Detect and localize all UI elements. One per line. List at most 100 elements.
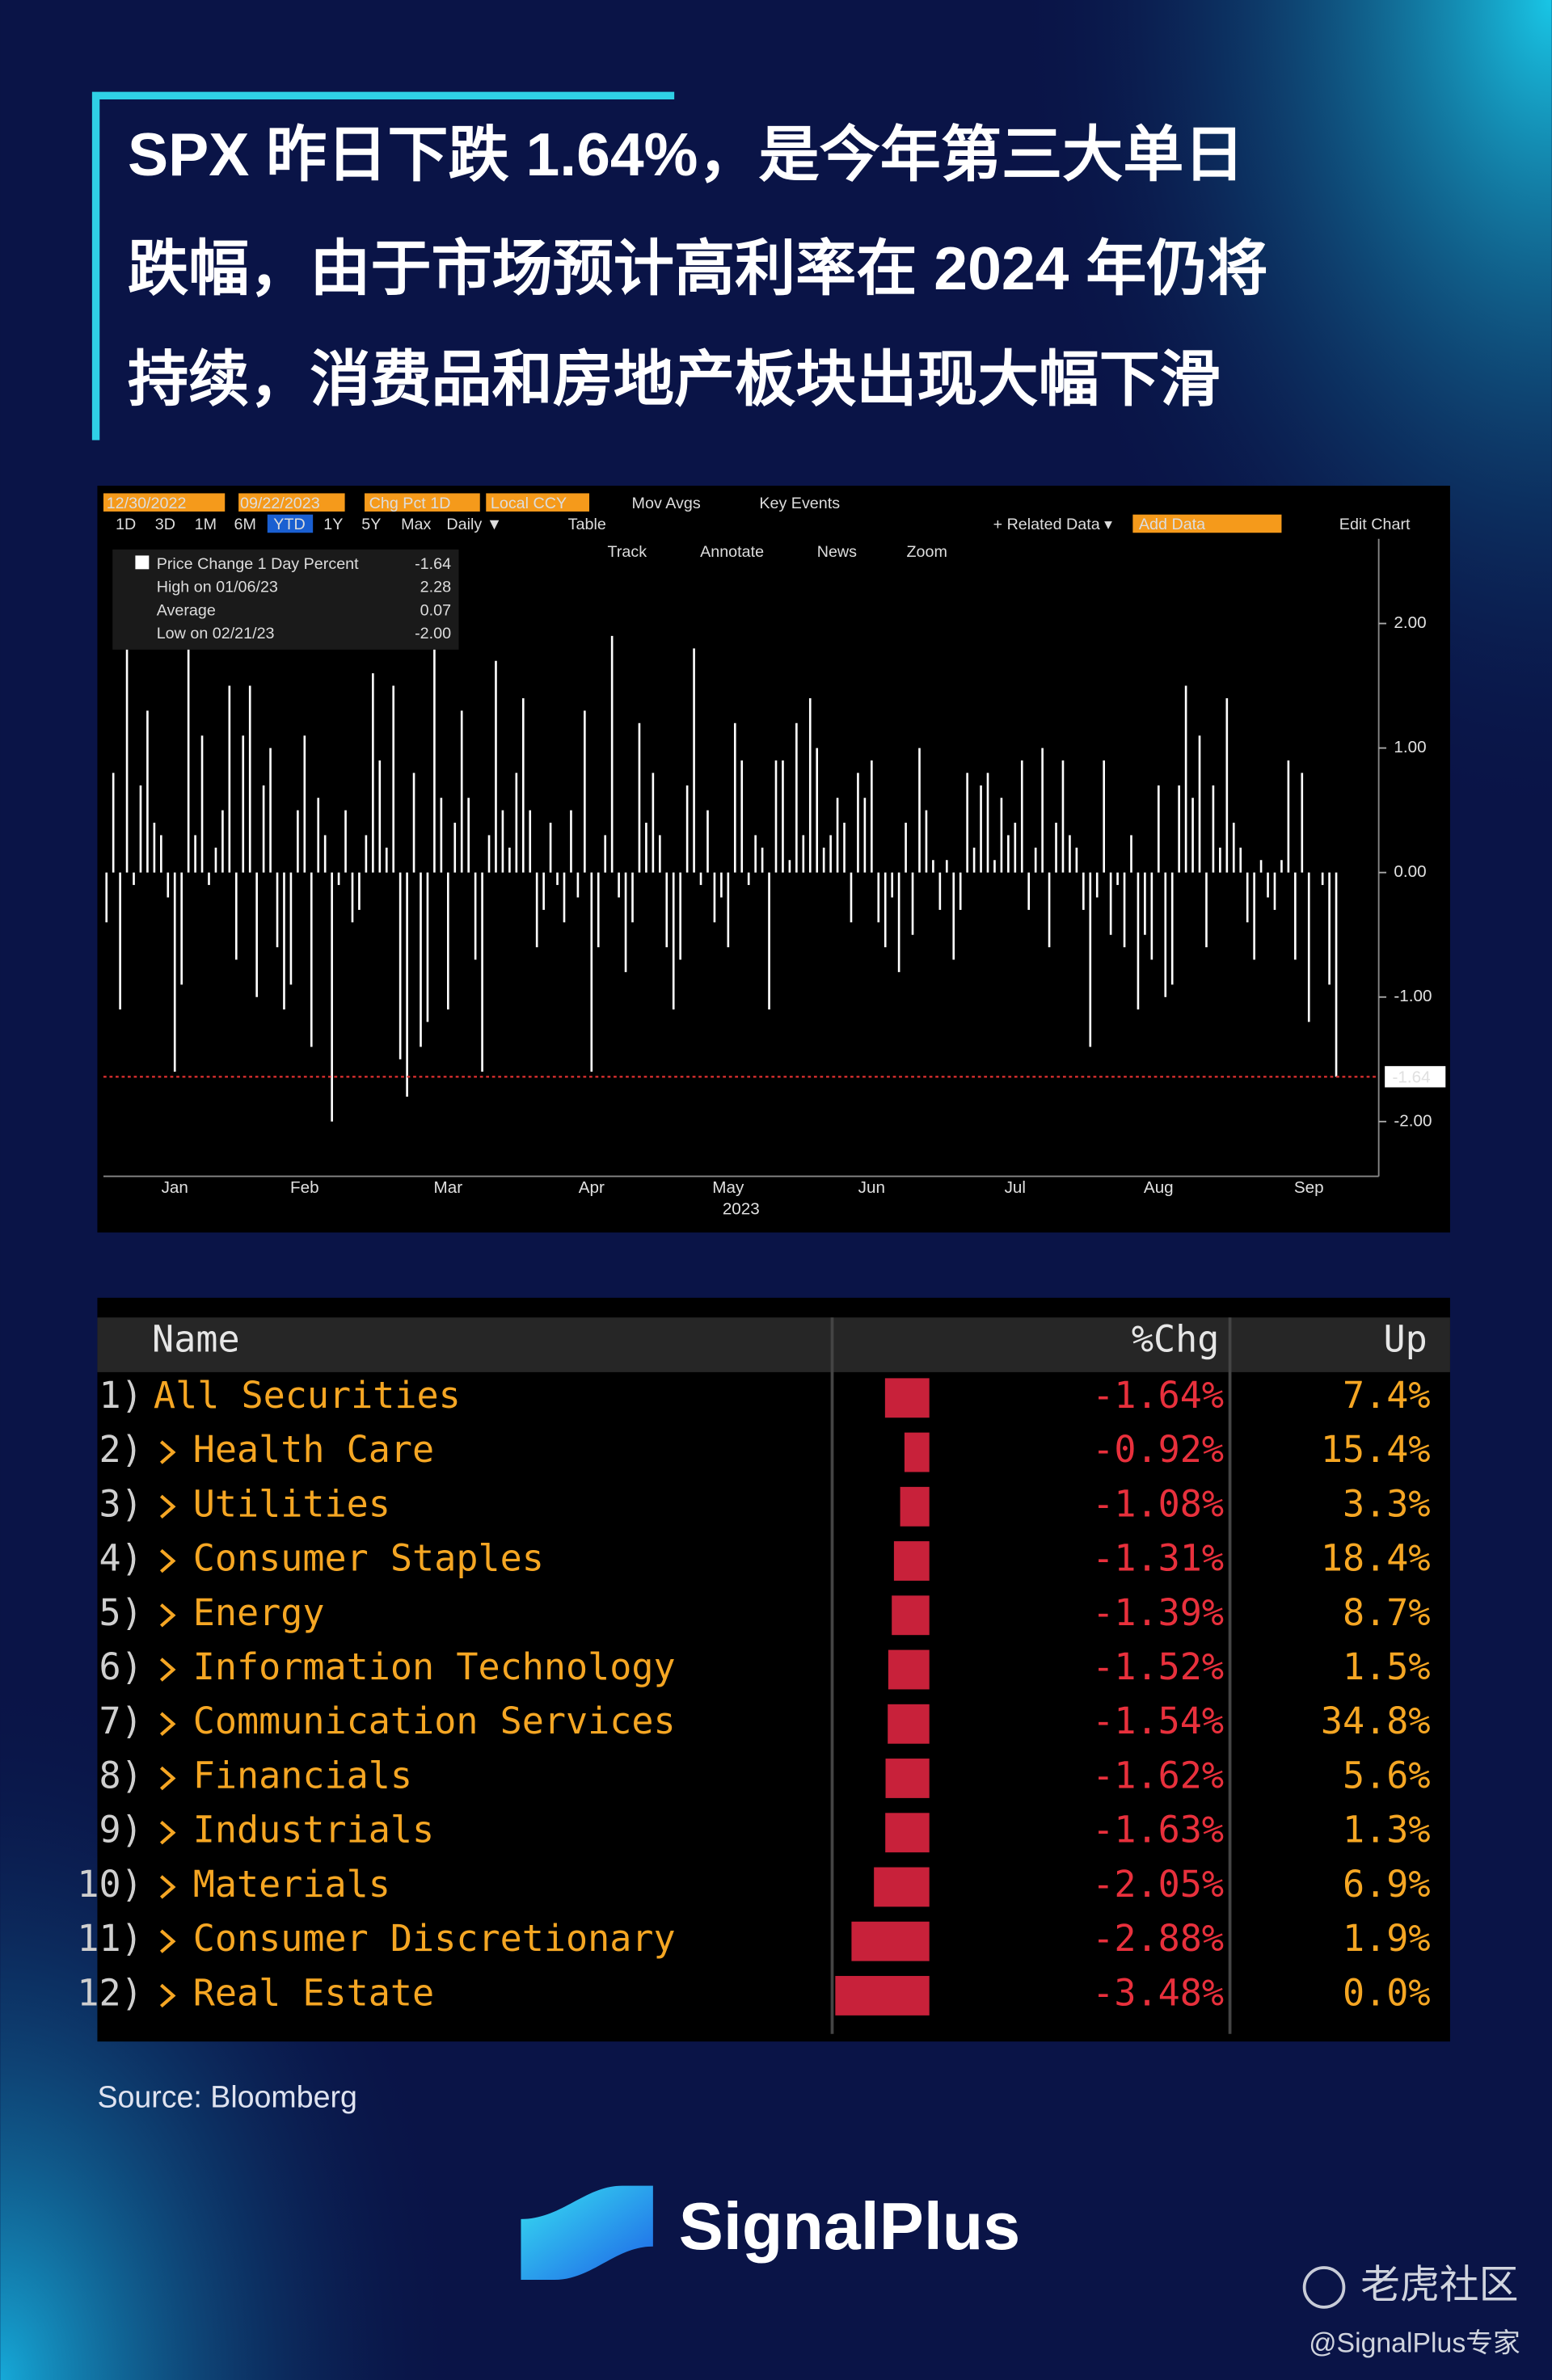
toolbar-label: Add Data — [1139, 516, 1205, 533]
row-change: -1.08% — [1092, 1482, 1224, 1525]
table-panel — [97, 1297, 1450, 2042]
row-index: 10) — [77, 1863, 142, 1906]
row-index: 1) — [99, 1374, 143, 1417]
change-bar — [885, 1813, 930, 1853]
toolbar-label: Edit Chart — [1339, 516, 1411, 533]
row-arrow — [159, 1603, 176, 1628]
row-up: 6.9% — [1343, 1863, 1431, 1906]
toolbar-label: Chg Pct 1D — [369, 495, 451, 512]
headline: SPX 昨日下跌 1.64%，是今年第三大单日 — [128, 120, 1244, 188]
row-up: 34.8% — [1321, 1700, 1431, 1742]
toolbar-label: 1M — [195, 516, 217, 533]
row-change: -2.88% — [1092, 1917, 1224, 1960]
row-change: -1.39% — [1092, 1591, 1224, 1634]
last-value-box — [1385, 1066, 1446, 1088]
toolbar-label: 6M — [234, 516, 255, 533]
y-tick-label: 0.00 — [1394, 862, 1426, 881]
toolbar-label: 5Y — [361, 516, 381, 533]
row-change: -1.64% — [1092, 1374, 1224, 1417]
row-up: 5.6% — [1343, 1754, 1431, 1797]
column-header: Name — [152, 1317, 240, 1360]
row-up: 7.4% — [1343, 1374, 1431, 1417]
row-up: 1.5% — [1343, 1645, 1431, 1688]
row-change: -1.31% — [1092, 1537, 1224, 1580]
toolbar-label: Daily ▼ — [446, 516, 502, 533]
logo — [521, 2185, 653, 2281]
change-bar — [885, 1759, 930, 1798]
toolbar-box — [238, 493, 345, 512]
row-name: Materials — [193, 1863, 390, 1906]
y-tick-label: 1.00 — [1394, 738, 1426, 756]
row-index: 11) — [77, 1917, 142, 1960]
toolbar-label: 12/30/2022 — [107, 495, 187, 512]
row-up: 1.3% — [1343, 1809, 1431, 1851]
headline: 持续，消费品和房地产板块出现大幅下滑 — [128, 345, 1221, 413]
change-bar — [900, 1486, 930, 1527]
row-arrow — [159, 1658, 176, 1682]
row-name: Health Care — [193, 1428, 434, 1471]
row-index: 7) — [99, 1700, 143, 1742]
last-value-label: -1.64 — [1393, 1068, 1431, 1087]
change-bar — [884, 1378, 930, 1418]
toolbar-label: Annotate — [700, 543, 764, 561]
legend-value: -1.64 — [415, 555, 451, 573]
toolbar-box — [365, 493, 480, 512]
brand: SignalPlus — [679, 2188, 1020, 2264]
change-bar — [892, 1595, 930, 1636]
legend-value: 0.07 — [420, 601, 451, 619]
toolbar-label: YTD — [273, 516, 305, 533]
toolbar-active — [267, 514, 314, 533]
row-change: -1.54% — [1092, 1700, 1224, 1742]
legend-label: Price Change 1 Day Percent — [157, 555, 359, 573]
toolbar-label: 1Y — [323, 516, 343, 533]
row-change: -1.62% — [1092, 1754, 1224, 1797]
logo-icon — [521, 2185, 653, 2281]
row-change: -2.05% — [1092, 1863, 1224, 1906]
toolbar-label: Mov Avgs — [632, 495, 701, 512]
table-header — [97, 1317, 1450, 1372]
x-tick-label: Feb — [290, 1178, 319, 1197]
change-bar — [874, 1867, 930, 1907]
legend-value: 2.28 — [420, 579, 451, 596]
row-arrow — [159, 1929, 176, 1953]
row-name: Communication Services — [193, 1700, 676, 1742]
x-tick-label: Apr — [579, 1178, 605, 1197]
toolbar-label: Zoom — [907, 543, 947, 561]
row-arrow — [159, 1875, 176, 1899]
row-index: 2) — [99, 1428, 143, 1471]
toolbar-label: News — [817, 543, 857, 561]
row-arrow — [159, 1766, 176, 1791]
row-up: 1.9% — [1343, 1917, 1431, 1960]
toolbar-label: Local CCY — [491, 495, 567, 512]
x-tick-label: Sep — [1294, 1178, 1324, 1197]
row-index: 12) — [77, 1971, 142, 2014]
row-name: All Securities — [154, 1374, 461, 1417]
headline: 跌幅，由于市场预计高利率在 2024 年仍将 — [128, 234, 1268, 302]
x-axis-label: 2023 — [723, 1199, 760, 1218]
row-name: Consumer Discretionary — [193, 1917, 676, 1960]
row-arrow — [159, 1712, 176, 1736]
toolbar-label: Key Events — [759, 495, 840, 512]
row-arrow — [159, 1494, 176, 1519]
change-bar — [904, 1432, 930, 1472]
row-name: Industrials — [193, 1809, 434, 1851]
row-arrow — [159, 1983, 176, 2008]
legend-value: -2.00 — [415, 625, 451, 642]
row-index: 3) — [99, 1482, 143, 1525]
column-header: %Chg — [1132, 1317, 1220, 1360]
row-name: Energy — [193, 1591, 325, 1634]
row-arrow — [159, 1821, 176, 1845]
toolbar-label: 1D — [116, 516, 136, 533]
watermark-icon — [1302, 2266, 1346, 2309]
row-up: 8.7% — [1343, 1591, 1431, 1634]
toolbar-label: Table — [568, 516, 606, 533]
row-up: 15.4% — [1321, 1428, 1431, 1471]
row-up: 0.0% — [1343, 1971, 1431, 2014]
y-tick-label: 2.00 — [1394, 613, 1426, 632]
source: Source: Bloomberg — [97, 2079, 356, 2113]
row-up: 18.4% — [1321, 1537, 1431, 1580]
row-index: 8) — [99, 1754, 143, 1797]
toolbar-box — [103, 493, 226, 512]
toolbar-label: 09/22/2023 — [240, 495, 320, 512]
